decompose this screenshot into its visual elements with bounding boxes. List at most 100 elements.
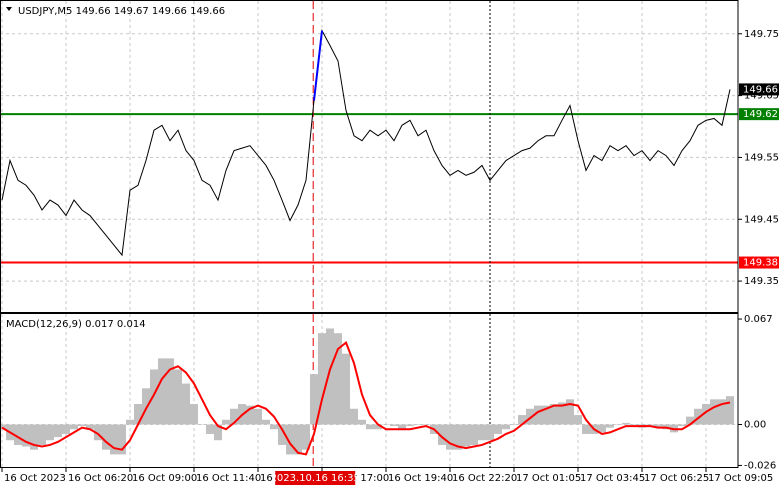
y-tick-label: 149.75 <box>744 29 779 40</box>
histogram-bar <box>486 424 494 441</box>
histogram-bar <box>470 424 478 445</box>
histogram-bar <box>462 424 470 447</box>
histogram-bar <box>190 404 198 425</box>
histogram-bar <box>78 424 86 427</box>
histogram-bar <box>54 424 62 438</box>
histogram-bar <box>110 424 118 455</box>
histogram-bar <box>118 424 126 455</box>
x-tick-label: 16 Oct 19:40 <box>388 473 453 484</box>
x-tick-label: 16 Oct 11:40 <box>196 473 261 484</box>
histogram-bar <box>318 333 326 425</box>
histogram-bar <box>422 424 430 425</box>
level-label: 149.62 <box>743 109 778 120</box>
histogram-bar <box>686 416 694 425</box>
histogram-bar <box>702 404 710 425</box>
panel-title: MACD(12,26,9) 0.017 0.014 <box>6 319 146 330</box>
histogram-bar <box>678 424 686 427</box>
histogram-bar <box>22 424 30 447</box>
x-tick-label: 16 Oct 06:20 <box>68 473 133 484</box>
y-tick-label: 0.067 <box>744 314 773 325</box>
title-arrow <box>6 7 12 11</box>
histogram-bar <box>606 424 614 428</box>
histogram-bar <box>550 404 558 425</box>
histogram-bar <box>534 405 542 425</box>
histogram-bar <box>494 424 502 434</box>
x-tick-label: 17 Oct 06:25 <box>644 473 709 484</box>
price-label-box <box>739 83 779 96</box>
x-tick-label: 16 Oct 2023 <box>4 473 66 484</box>
histogram-bar <box>62 424 70 434</box>
x-tick-label: 16 Oct 09:00 <box>132 473 197 484</box>
histogram-bar <box>526 408 534 425</box>
panel-frame <box>0 313 739 468</box>
histogram-bar <box>14 424 22 445</box>
histogram-bar <box>310 374 318 425</box>
x-tick-label: 17 Oct 03:45 <box>580 473 645 484</box>
histogram-bar <box>382 424 390 425</box>
histogram-bar <box>150 369 158 425</box>
histogram-bar <box>478 424 486 441</box>
histogram-bar <box>246 405 254 425</box>
histogram-bar <box>198 424 206 425</box>
histogram-bar <box>214 424 222 441</box>
histogram-bar <box>342 353 350 425</box>
histogram-bar <box>718 399 726 425</box>
histogram-bar <box>574 415 582 425</box>
x-tick-label: 17 Oct 01:05 <box>516 473 581 484</box>
histogram-bar <box>566 399 574 425</box>
histogram-bar <box>334 333 342 425</box>
y-tick-label: 149.55 <box>744 152 779 163</box>
histogram-bar <box>374 424 382 430</box>
price-line <box>313 30 323 101</box>
histogram-bar <box>126 419 134 425</box>
histogram-bar <box>30 424 38 450</box>
panel-title: USDJPY,M5 149.66 149.67 149.66 149.66 <box>18 6 225 17</box>
histogram-bar <box>158 358 166 425</box>
histogram-bar <box>46 424 54 441</box>
panel-frame <box>0 0 739 313</box>
histogram-bar <box>726 396 734 425</box>
y-tick-label: 149.35 <box>744 276 779 287</box>
histogram-bar <box>654 424 662 428</box>
histogram-bar <box>518 415 526 425</box>
histogram-bar <box>406 424 414 427</box>
level-label-box <box>739 108 779 121</box>
histogram-bar <box>446 424 454 450</box>
histogram-bar <box>206 424 214 434</box>
histogram-bar <box>270 424 278 430</box>
histogram-bar <box>558 402 566 425</box>
histogram-bar <box>174 369 182 425</box>
price-line <box>1 341 731 456</box>
histogram-bar <box>134 404 142 425</box>
level-label: 149.38 <box>743 258 778 269</box>
histogram-bar <box>350 408 358 425</box>
histogram-bar <box>510 424 518 425</box>
histogram-bar <box>582 424 590 434</box>
histogram-bar <box>294 424 302 455</box>
x-tick-label: 16 Oct 17:00 <box>324 473 389 484</box>
histogram-bar <box>38 424 46 445</box>
histogram-bar <box>438 424 446 445</box>
histogram-bar <box>94 424 102 441</box>
cursor-label-box <box>275 471 356 485</box>
histogram-bar <box>454 424 462 450</box>
histogram-bar <box>278 424 286 445</box>
histogram-bar <box>502 424 510 430</box>
y-tick-label: 0.00 <box>744 420 766 431</box>
histogram-bar <box>230 408 238 425</box>
histogram-bar <box>598 424 606 433</box>
price-line <box>1 29 731 257</box>
histogram-bar <box>614 424 622 425</box>
histogram-bar <box>326 328 334 425</box>
histogram-bar <box>710 399 718 425</box>
histogram-bar <box>254 408 262 425</box>
histogram-bar <box>398 424 406 430</box>
histogram-bar <box>358 419 366 425</box>
histogram-bar <box>302 424 310 450</box>
y-tick-label: 149.65 <box>744 91 779 102</box>
histogram-bar <box>182 383 190 425</box>
histogram-bar <box>0 424 6 430</box>
histogram-bar <box>142 388 150 425</box>
